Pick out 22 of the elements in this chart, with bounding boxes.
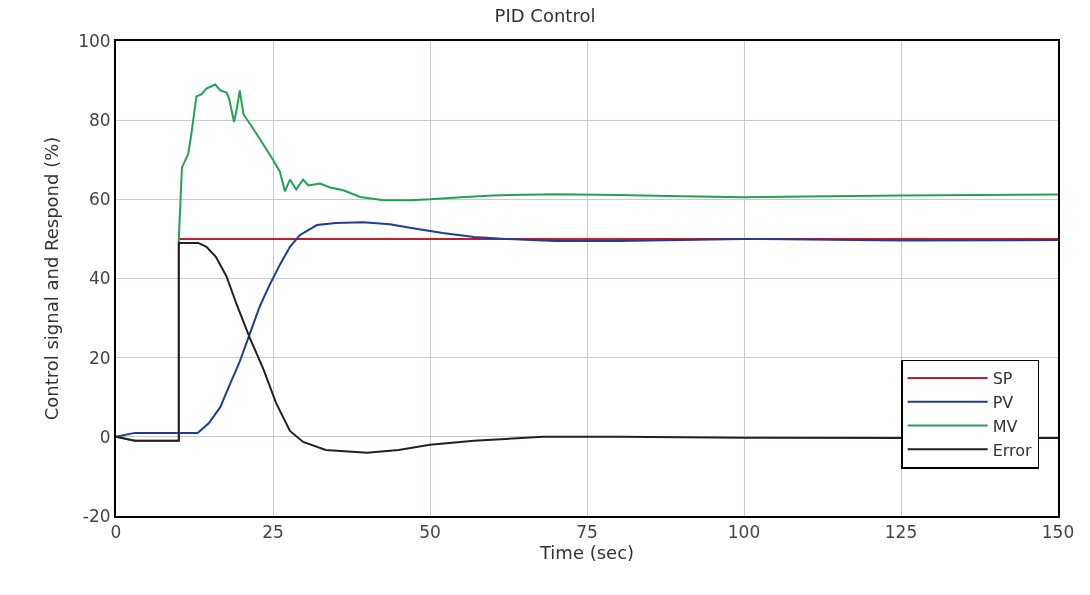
y-tick-label: 40 (88, 268, 111, 289)
legend-label: MV (992, 416, 1018, 436)
line-series (116, 221, 1058, 438)
line-series (116, 241, 1058, 454)
y-axis-title: Control signal and Respond (%) (40, 136, 62, 421)
y-tick-label: 0 (99, 426, 111, 447)
x-tick-label: 125 (884, 522, 918, 543)
x-tick-label: 50 (419, 522, 441, 543)
x-tick-label: 25 (262, 522, 284, 543)
x-tick-label: 150 (1041, 522, 1075, 543)
y-tick-label: 100 (78, 30, 111, 51)
chart-title: PID Control (494, 4, 596, 26)
y-tick-label: 80 (88, 110, 111, 131)
legend-label: PV (992, 392, 1014, 412)
x-tick-label: 75 (576, 522, 598, 543)
y-tick-label: 60 (88, 189, 111, 210)
y-tick-label: 20 (88, 347, 111, 368)
legend-label: Error (992, 440, 1033, 460)
legend-label: SP (992, 369, 1013, 389)
y-tick-label: -20 (82, 505, 111, 526)
x-tick-label: 100 (727, 522, 761, 543)
x-axis-title: Time (sec) (538, 542, 635, 564)
